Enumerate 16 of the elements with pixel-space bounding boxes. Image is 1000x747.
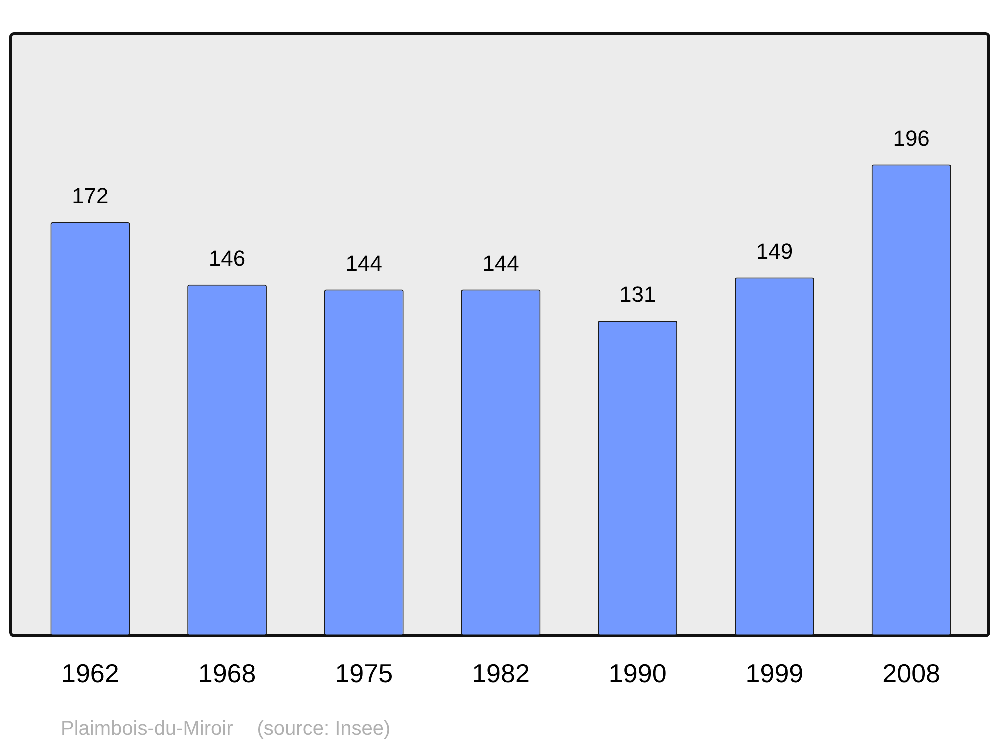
data-label: 146 — [208, 246, 246, 271]
data-label: 144 — [482, 250, 520, 276]
text: Plaimbois-du-Miroir — [61, 718, 234, 740]
x-tick-label: 1999 — [746, 658, 804, 689]
text: (source: Insee) — [257, 718, 391, 740]
x-tick-label: 1962 — [62, 658, 120, 689]
data-label: 196 — [893, 126, 930, 151]
x-tick-label: 1975 — [335, 658, 394, 689]
x-tick-label: 1990 — [608, 658, 667, 689]
data-label: 149 — [756, 238, 794, 264]
data-label: 144 — [346, 250, 382, 276]
x-tick-label: 1982 — [472, 658, 530, 689]
x-tick-label: 1968 — [198, 658, 256, 689]
data-label: 172 — [72, 184, 109, 209]
x-tick-label: 2008 — [882, 658, 940, 689]
data-label: 131 — [620, 282, 656, 308]
